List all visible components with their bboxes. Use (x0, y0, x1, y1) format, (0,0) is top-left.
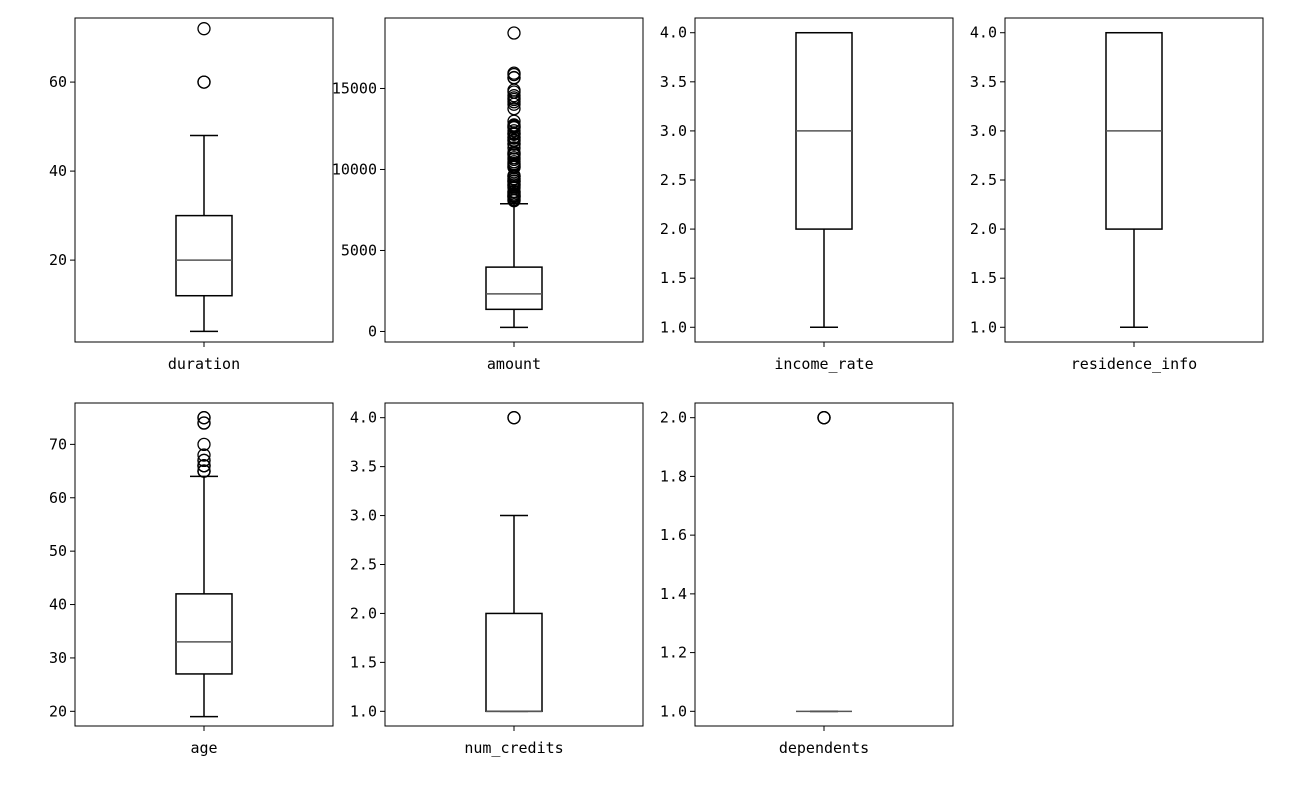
iqr-box (485, 266, 543, 311)
outlier-point (197, 75, 211, 89)
y-tick-label: 1.0 (350, 702, 377, 720)
outlier-point (197, 416, 211, 430)
axes-frame (694, 402, 954, 727)
y-tick-label: 2.5 (350, 556, 377, 574)
y-tick-label: 20 (49, 702, 67, 720)
y-tick-label: 3.0 (970, 122, 997, 140)
outlier-point (197, 411, 211, 425)
y-tick-label: 0 (368, 322, 377, 340)
subplot-age: 20 30 40 50 60 70 age (49, 402, 334, 757)
y-tick-label: 15000 (332, 79, 377, 97)
y-tick-label: 1.0 (970, 318, 997, 336)
iqr-box (485, 612, 543, 713)
y-tick-label: 60 (49, 73, 67, 91)
y-tick-label: 40 (49, 596, 67, 614)
y-tick-label: 3.0 (660, 122, 687, 140)
y-tick-label: 3.5 (660, 73, 687, 91)
y-tick-label: 50 (49, 542, 67, 560)
y-tick-label: 1.2 (660, 644, 687, 662)
y-tick-label: 2.5 (660, 171, 687, 189)
outlier-point (507, 89, 521, 103)
y-tick-label: 3.0 (350, 507, 377, 525)
y-tick-label: 1.0 (660, 318, 687, 336)
y-tick-label: 60 (49, 489, 67, 507)
outlier-point (507, 70, 521, 85)
y-tick-label: 1.5 (660, 269, 687, 287)
y-tick-label: 1.0 (660, 702, 687, 720)
outlier-point (197, 437, 211, 452)
y-tick-label: 3.5 (350, 458, 377, 476)
y-tick-label: 3.5 (970, 73, 997, 91)
y-tick-label: 4.0 (970, 24, 997, 42)
subplot-num_credits: 1.0 1.5 2.0 2.5 3.0 3.5 4.0 num_credits (350, 402, 644, 757)
iqr-box (175, 214, 233, 297)
subplot-amount: 0 5000 10000 15000 amount (332, 17, 644, 373)
y-tick-label: 1.8 (660, 467, 687, 485)
outlier-point (507, 124, 521, 138)
y-tick-label: 1.5 (350, 653, 377, 671)
outlier-point (197, 453, 211, 468)
subplot-duration: 20 40 60 duration (49, 17, 334, 373)
y-tick-label: 2.0 (970, 220, 997, 238)
outlier-point (507, 26, 521, 40)
outlier-point (507, 66, 521, 80)
iqr-box (175, 593, 233, 675)
x-category-label: amount (487, 355, 541, 373)
y-tick-label: 4.0 (660, 24, 687, 42)
y-tick-label: 4.0 (350, 409, 377, 427)
outlier-point (507, 101, 521, 116)
y-tick-label: 5000 (341, 241, 377, 259)
y-tick-label: 1.4 (660, 585, 687, 603)
y-tick-label: 40 (49, 162, 67, 180)
y-tick-label: 1.5 (970, 269, 997, 287)
outlier-point (197, 459, 211, 473)
x-category-label: num_credits (464, 739, 563, 757)
outlier-point (197, 448, 211, 462)
y-tick-label: 10000 (332, 160, 377, 178)
subplot-residence_info: 1.0 1.5 2.0 2.5 3.0 3.5 4.0 residence_info (970, 17, 1264, 373)
outlier-point (197, 22, 211, 36)
outlier-point (197, 464, 211, 478)
subplot-income_rate: 1.0 1.5 2.0 2.5 3.0 3.5 4.0 income_rate (660, 17, 954, 373)
y-tick-label: 70 (49, 435, 67, 453)
x-category-label: age (190, 739, 217, 757)
x-category-label: dependents (779, 739, 869, 757)
y-tick-label: 1.6 (660, 526, 687, 544)
y-tick-label: 2.5 (970, 171, 997, 189)
x-category-label: residence_info (1071, 355, 1197, 373)
y-tick-label: 2.0 (350, 604, 377, 622)
y-tick-label: 30 (49, 649, 67, 667)
subplot-dependents: 1.0 1.2 1.4 1.6 1.8 2.0 dependents (660, 402, 954, 757)
outlier-point (507, 141, 521, 155)
y-tick-label: 20 (49, 251, 67, 269)
y-tick-label: 2.0 (660, 409, 687, 427)
y-tick-label: 2.0 (660, 220, 687, 238)
x-category-label: duration (168, 355, 240, 373)
outlier-point (507, 118, 521, 132)
outlier-point (817, 411, 831, 425)
outlier-point (507, 411, 521, 425)
x-category-label: income_rate (774, 355, 873, 373)
